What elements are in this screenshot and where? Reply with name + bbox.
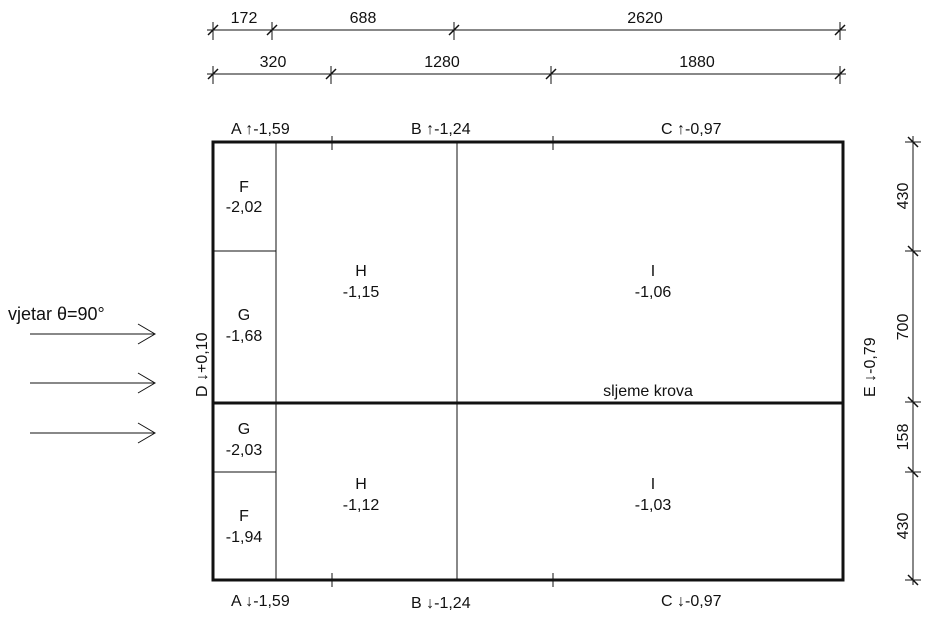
zone-i-lower-id: I xyxy=(651,476,655,493)
zone-dividers xyxy=(213,142,458,580)
wind-label: vjetar θ=90° xyxy=(8,304,105,324)
zone-f-upper-value: -2,02 xyxy=(226,199,263,216)
wind-arrows xyxy=(30,323,156,444)
zone-g-lower-id: G xyxy=(238,421,250,438)
dim-row1-2: 2620 xyxy=(627,10,663,27)
roof-outline xyxy=(211,140,845,582)
edge-tick-marks xyxy=(331,136,554,587)
edge-label-bottom-a: A ↓-1,59 xyxy=(231,593,290,610)
edge-label-right-e: E ↓-0,79 xyxy=(862,337,879,397)
dim-row2-1: 1280 xyxy=(424,54,460,71)
zone-i-upper-id: I xyxy=(651,263,655,280)
zone-f-lower-id: F xyxy=(239,508,249,525)
dim-right-2: 158 xyxy=(895,424,912,451)
dimension-line-right xyxy=(905,136,921,586)
zone-h-upper-id: H xyxy=(355,263,367,280)
edge-label-top-c: C ↑-0,97 xyxy=(661,121,722,138)
dim-right-1: 700 xyxy=(895,314,912,341)
dim-row2-2: 1880 xyxy=(679,54,715,71)
dim-right-3: 430 xyxy=(895,513,912,540)
zone-f-lower-value: -1,94 xyxy=(226,529,263,546)
dim-right-0: 430 xyxy=(895,183,912,210)
dimension-line-row1 xyxy=(207,22,846,40)
zone-i-upper-value: -1,06 xyxy=(635,284,672,301)
edge-label-left-d: D ↓+0,10 xyxy=(194,332,211,397)
zone-g-lower-value: -2,03 xyxy=(226,442,263,459)
dim-row1-0: 172 xyxy=(231,10,258,27)
zone-f-upper-id: F xyxy=(239,179,249,196)
edge-label-top-a: A ↑-1,59 xyxy=(231,121,290,138)
edge-label-top-b: B ↑-1,24 xyxy=(411,121,471,138)
zone-h-lower-id: H xyxy=(355,476,367,493)
ridge-label: sljeme krova xyxy=(603,383,693,400)
zone-g-upper-value: -1,68 xyxy=(226,328,263,345)
dim-row1-1: 688 xyxy=(350,10,377,27)
zone-g-upper-id: G xyxy=(238,307,250,324)
zone-h-upper-value: -1,15 xyxy=(343,284,380,301)
edge-label-bottom-c: C ↓-0,97 xyxy=(661,593,722,610)
zone-i-lower-value: -1,03 xyxy=(635,497,672,514)
zone-h-lower-value: -1,12 xyxy=(343,497,380,514)
dim-row2-0: 320 xyxy=(260,54,287,71)
edge-label-bottom-b: B ↓-1,24 xyxy=(411,595,471,612)
dimension-line-row2 xyxy=(207,66,846,84)
